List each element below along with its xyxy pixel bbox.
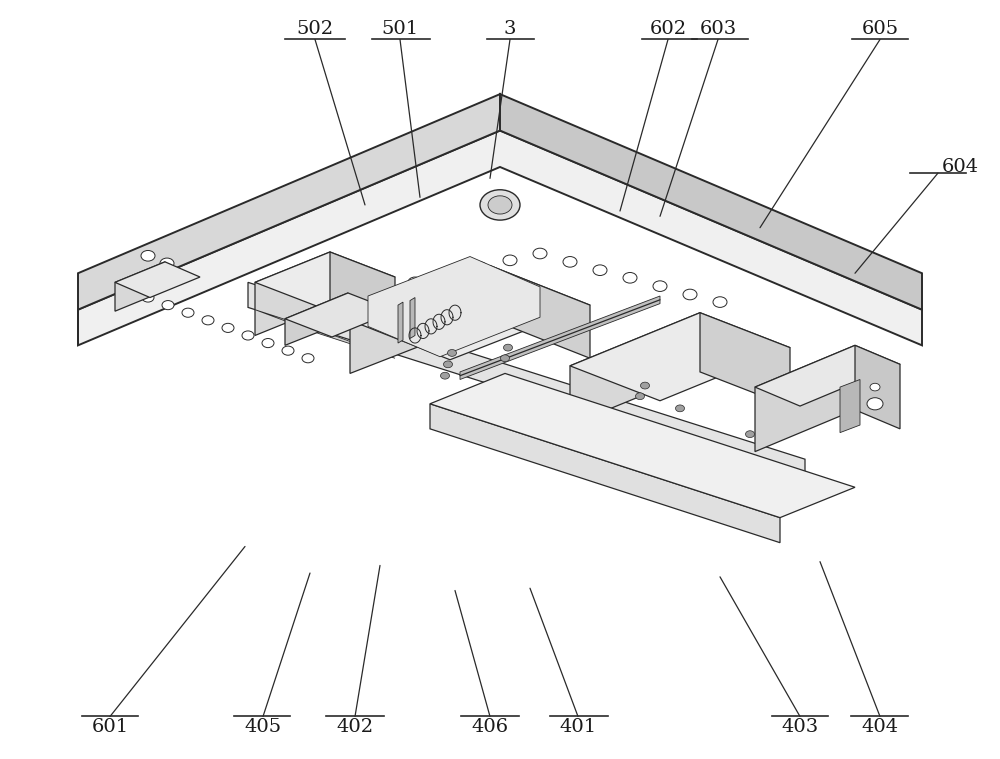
Text: 403: 403 — [781, 718, 819, 736]
Circle shape — [683, 289, 697, 300]
Circle shape — [160, 258, 174, 269]
Circle shape — [870, 383, 880, 391]
Circle shape — [676, 405, 684, 411]
Polygon shape — [700, 313, 790, 407]
Polygon shape — [255, 252, 395, 307]
Polygon shape — [255, 310, 395, 358]
Polygon shape — [430, 373, 855, 518]
Circle shape — [222, 323, 234, 332]
Polygon shape — [255, 252, 330, 335]
Circle shape — [501, 354, 510, 361]
Circle shape — [383, 285, 397, 296]
Circle shape — [282, 346, 294, 355]
Circle shape — [122, 285, 134, 294]
Circle shape — [473, 262, 487, 272]
Text: 605: 605 — [861, 20, 899, 38]
Polygon shape — [78, 94, 500, 310]
Text: 401: 401 — [559, 718, 597, 736]
Circle shape — [623, 272, 637, 283]
Circle shape — [533, 248, 547, 259]
Circle shape — [488, 196, 512, 214]
Polygon shape — [115, 262, 165, 311]
Circle shape — [302, 354, 314, 363]
Polygon shape — [398, 302, 403, 343]
Circle shape — [182, 308, 194, 317]
Circle shape — [408, 277, 422, 288]
Circle shape — [242, 331, 254, 340]
Circle shape — [503, 255, 517, 266]
Polygon shape — [490, 266, 590, 358]
Polygon shape — [350, 266, 590, 360]
Polygon shape — [368, 257, 540, 357]
Polygon shape — [410, 298, 415, 339]
Text: 502: 502 — [296, 20, 334, 38]
Polygon shape — [500, 94, 922, 310]
Circle shape — [636, 393, 644, 399]
Polygon shape — [755, 345, 855, 452]
Circle shape — [867, 398, 883, 410]
Polygon shape — [115, 262, 200, 298]
Circle shape — [746, 431, 755, 437]
Polygon shape — [430, 404, 780, 543]
Circle shape — [440, 372, 450, 379]
Polygon shape — [350, 266, 490, 373]
Text: 405: 405 — [244, 718, 282, 736]
Circle shape — [262, 339, 274, 348]
Polygon shape — [78, 131, 922, 345]
Polygon shape — [285, 293, 395, 337]
Polygon shape — [755, 345, 900, 406]
Circle shape — [202, 316, 214, 325]
Circle shape — [480, 190, 520, 220]
Text: 604: 604 — [942, 158, 979, 176]
Text: 601: 601 — [91, 718, 129, 736]
Polygon shape — [570, 313, 700, 425]
Text: 406: 406 — [471, 718, 509, 736]
Text: 602: 602 — [649, 20, 687, 38]
Text: 404: 404 — [861, 718, 899, 736]
Text: 501: 501 — [381, 20, 419, 38]
Circle shape — [563, 257, 577, 267]
Polygon shape — [330, 252, 395, 330]
Polygon shape — [570, 313, 790, 401]
Circle shape — [504, 344, 512, 351]
Polygon shape — [460, 296, 660, 380]
Circle shape — [445, 269, 459, 280]
Circle shape — [593, 265, 607, 276]
Text: 603: 603 — [699, 20, 737, 38]
Circle shape — [640, 382, 650, 389]
Polygon shape — [840, 380, 860, 433]
Circle shape — [713, 297, 727, 307]
Circle shape — [444, 361, 452, 367]
Text: 3: 3 — [504, 20, 516, 38]
Polygon shape — [855, 345, 900, 429]
Circle shape — [162, 301, 174, 310]
Circle shape — [141, 250, 155, 261]
Text: 402: 402 — [336, 718, 374, 736]
Circle shape — [142, 293, 154, 302]
Polygon shape — [285, 293, 348, 345]
Circle shape — [448, 349, 456, 357]
Polygon shape — [248, 282, 805, 484]
Circle shape — [653, 281, 667, 291]
